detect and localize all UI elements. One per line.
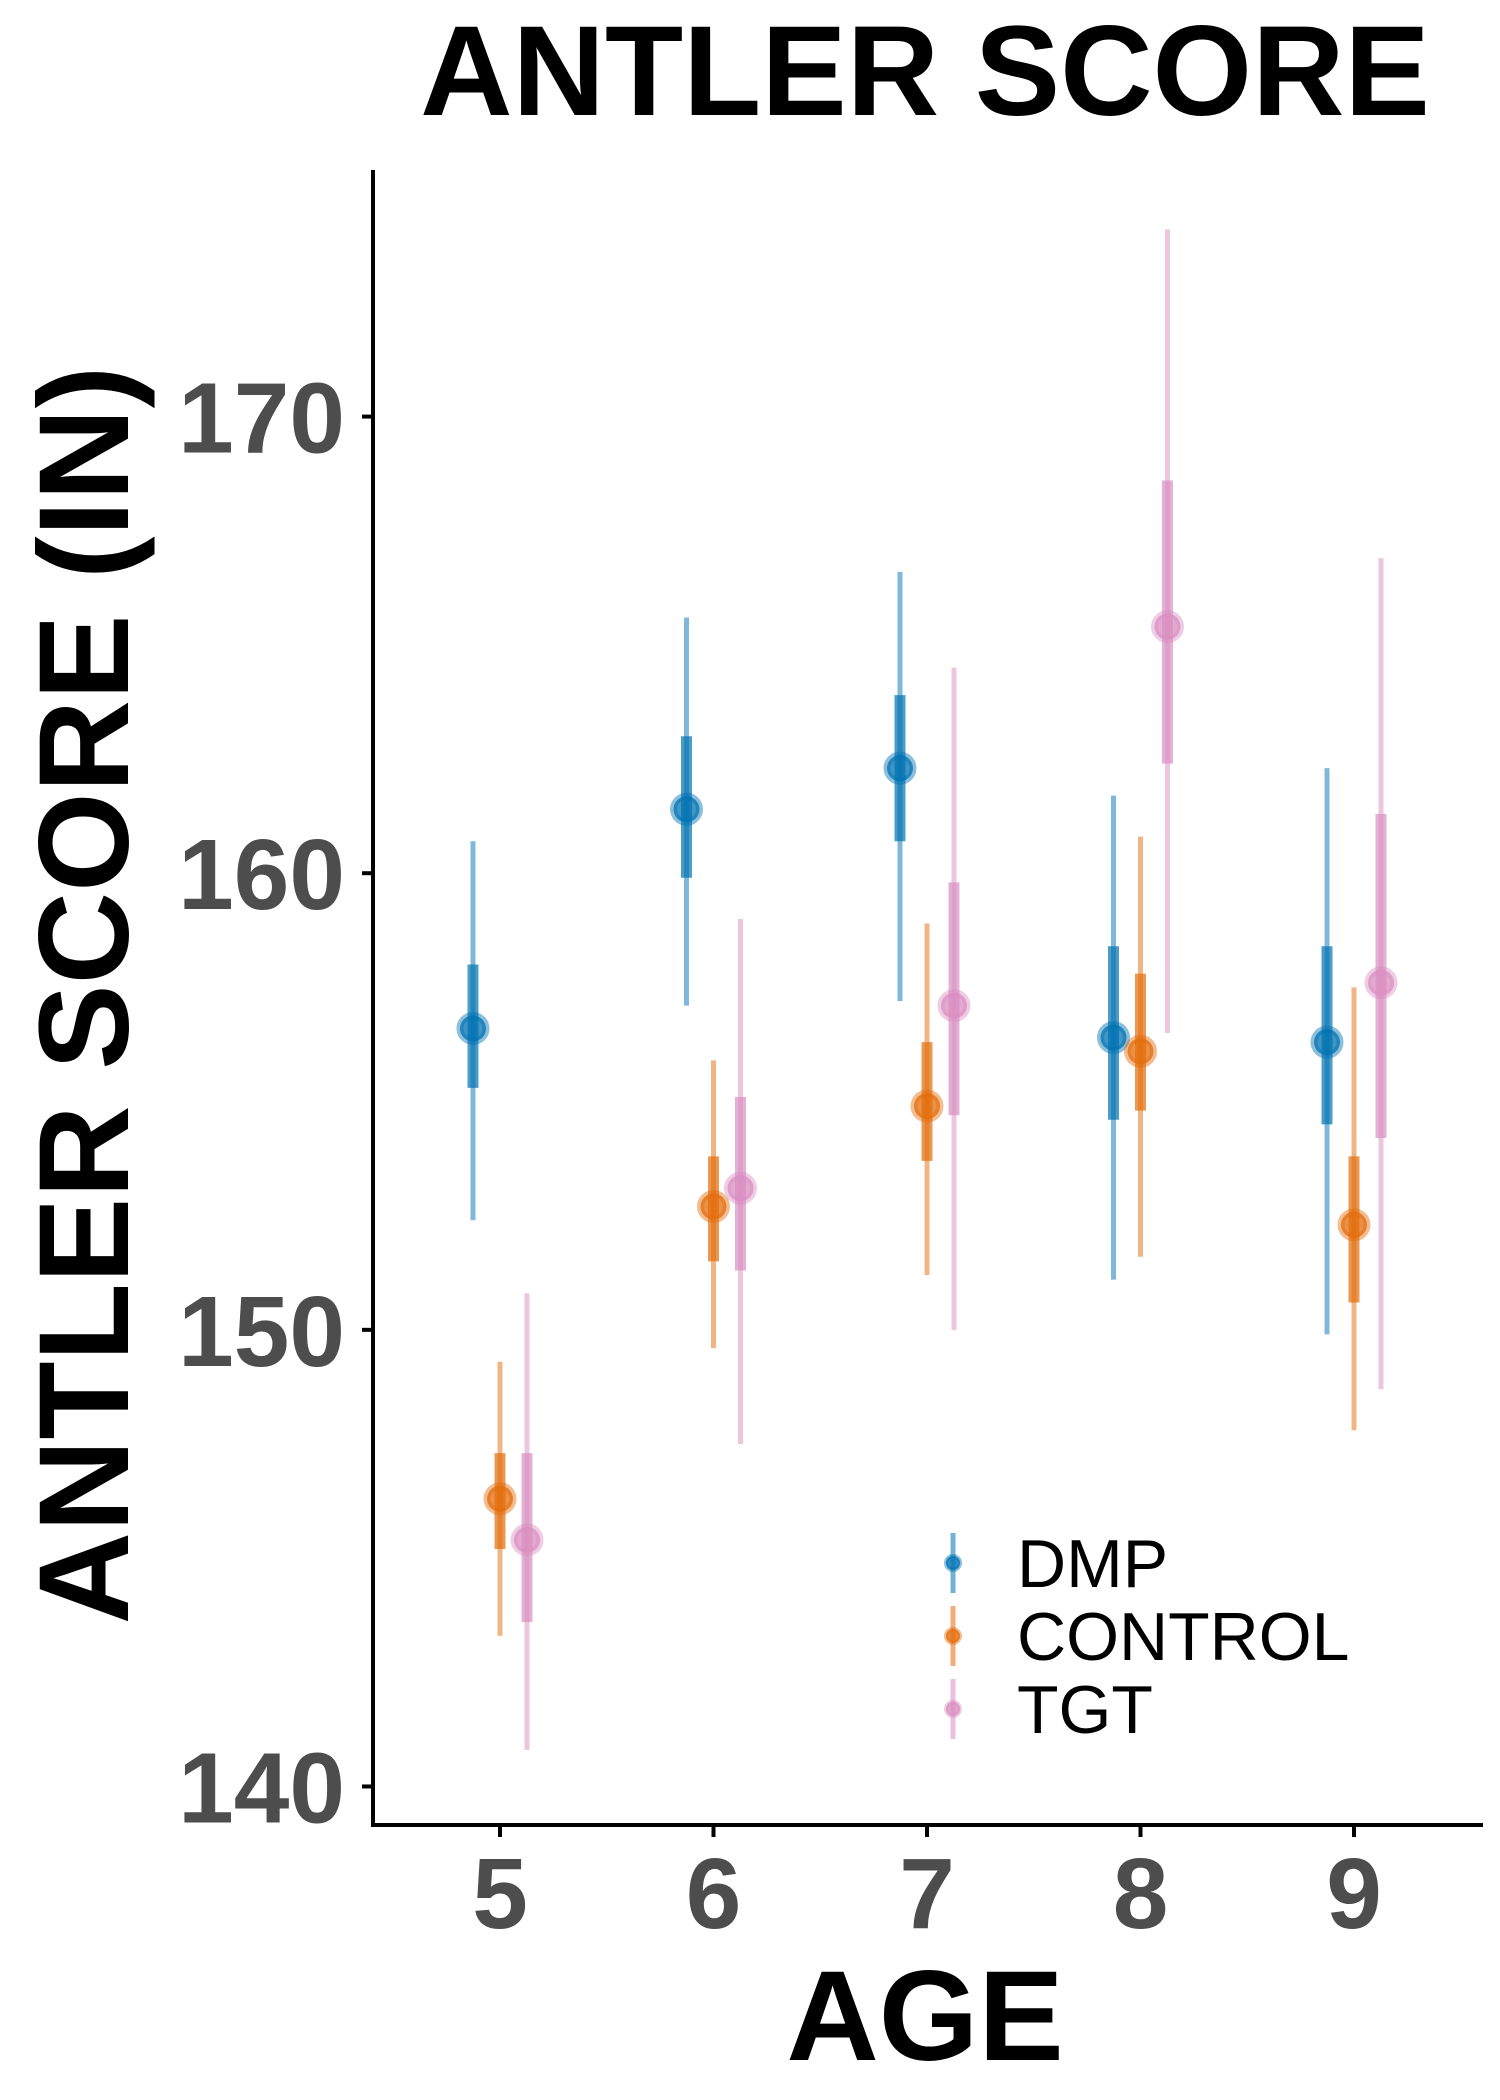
dmp-point-age-9 — [1310, 1025, 1344, 1059]
dmp-point-age-8 — [1097, 1021, 1130, 1055]
control-point-age-7 — [910, 1089, 944, 1123]
y-tick-label-170: 170 — [178, 363, 345, 475]
x-tick-label-7: 7 — [899, 1838, 955, 1950]
legend-key-point-control — [944, 1627, 962, 1645]
y-tick-label-160: 160 — [178, 819, 345, 931]
y-axis-title: ANTLER SCORE (IN) — [13, 366, 156, 1625]
tgt-point-age-8 — [1151, 610, 1184, 644]
legend-key-point-dmp — [944, 1554, 962, 1572]
tgt-point-age-9 — [1364, 966, 1398, 1000]
legend-label-tgt: TGT — [1017, 1672, 1153, 1748]
y-tick-label-140: 140 — [178, 1732, 345, 1844]
dmp-point-age-7 — [883, 751, 917, 785]
control-point-age-5 — [483, 1482, 517, 1516]
chart-title: ANTLER SCORE — [420, 0, 1430, 143]
dmp-point-age-6 — [670, 792, 703, 826]
dmp-point-age-5 — [456, 1011, 490, 1045]
x-tick-label-6: 6 — [686, 1838, 742, 1950]
tgt-point-age-7 — [937, 989, 971, 1023]
legend-key-point-tgt — [944, 1700, 962, 1718]
x-tick-label-9: 9 — [1326, 1838, 1382, 1950]
control-point-age-9 — [1337, 1208, 1371, 1242]
tgt-point-age-5 — [510, 1523, 544, 1557]
x-axis-title: AGE — [786, 1945, 1063, 2088]
tgt-point-age-6 — [724, 1171, 757, 1205]
x-tick-label-5: 5 — [472, 1838, 528, 1950]
legend-label-dmp: DMP — [1017, 1526, 1168, 1602]
control-point-age-8 — [1124, 1034, 1157, 1068]
x-tick-label-8: 8 — [1113, 1838, 1169, 1950]
control-point-age-6 — [697, 1190, 730, 1224]
y-tick-label-150: 150 — [178, 1276, 345, 1388]
legend-label-control: CONTROL — [1017, 1599, 1349, 1675]
